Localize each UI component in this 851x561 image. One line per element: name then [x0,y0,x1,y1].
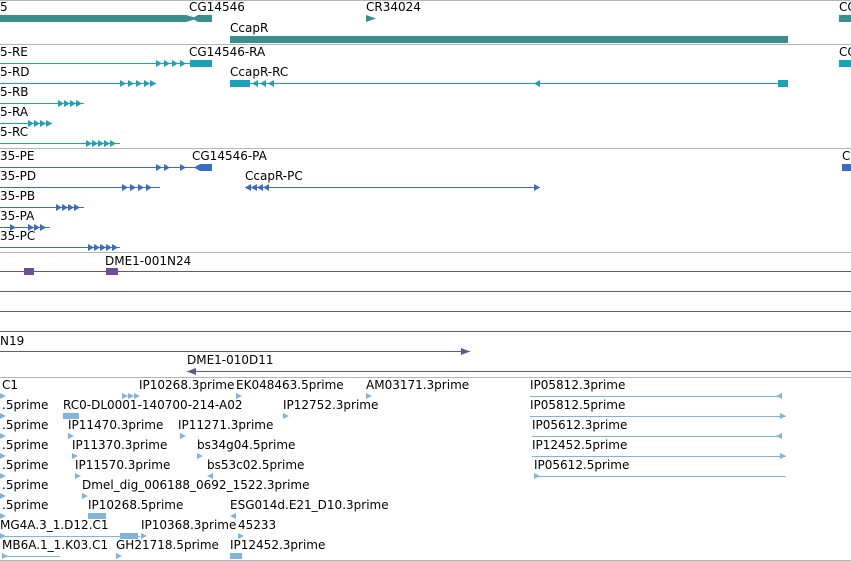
track-divider-proteins [0,252,851,253]
est-feature-label[interactable]: 45233 [238,518,277,532]
est-feature-label[interactable]: .5prime [2,438,49,452]
est-feature-label[interactable]: IP12452.3prime [230,538,326,552]
est-feature-label[interactable]: .5prime [2,498,49,512]
est-feature-label[interactable]: IP05812.5prime [530,398,626,412]
est-feature-label[interactable]: bs34g04.5prime [197,438,296,452]
transcript-glyphs[interactable] [0,60,851,147]
est-feature-label[interactable]: .5prime [2,478,49,492]
bac-feature-label[interactable]: N19 [0,334,25,348]
transcripts-feature-label[interactable]: 5-RB [0,85,29,99]
transcripts-feature-label[interactable]: CC [839,45,851,59]
est-feature-label[interactable]: IP10268.5prime [88,498,184,512]
bac-feature-label[interactable]: DME1-010D11 [187,353,274,367]
est-feature-label[interactable]: RC0-DL0001-140700-214-A02 [63,398,243,412]
est-feature-label[interactable]: AM03171.3prime [366,378,470,392]
proteins-feature-label[interactable]: CcapR-PC [245,169,303,183]
est-feature-label[interactable]: EK048463.5prime [236,378,344,392]
transcripts-feature-label[interactable]: 5-RD [0,65,30,79]
est-feature-label[interactable]: IP10268.3prime [139,378,235,392]
est-feature-label[interactable]: IP05812.3prime [530,378,626,392]
est-glyphs[interactable] [0,393,786,559]
proteins-feature-label[interactable]: C [842,149,851,163]
transcripts-feature-label[interactable]: 5-RC [0,125,29,139]
est-feature-label[interactable]: GH21718.5prime [116,538,219,552]
genes-feature-label[interactable]: 5 [0,0,8,14]
est-feature-label[interactable]: C1 [2,378,19,392]
est-feature-label[interactable]: MB6A.1_1.K03.C1 [2,538,109,552]
est-feature-label[interactable]: IP12752.3prime [283,398,379,412]
track-divider-top [0,0,851,1]
proteins-feature-label[interactable]: 35-PB [0,189,36,203]
genes-feature-label[interactable]: CG14546 [189,0,245,14]
bac-feature-label[interactable]: DME1-001N24 [105,254,192,268]
est-feature-label[interactable]: MG4A.3_1.D12.C1 [0,518,109,532]
genes-feature-label[interactable]: CC [839,0,851,14]
track-divider-transcripts [0,148,851,149]
est-feature-label[interactable]: IP12452.5prime [532,438,628,452]
est-feature-label[interactable]: .5prime [2,458,49,472]
est-feature-label[interactable]: Dmel_dig_006188_0692_1522.3prime [82,478,310,492]
est-feature-label[interactable]: IP10368.3prime [141,518,237,532]
est-feature-label[interactable]: bs53c02.5prime [207,458,305,472]
proteins-feature-label[interactable]: 35-PE [0,149,35,163]
genes-feature-label[interactable]: CcapR [230,21,269,35]
est-feature-label[interactable]: IP05612.3prime [532,418,628,432]
bac-glyphs[interactable] [0,268,851,375]
transcripts-feature-label[interactable]: CG14546-RA [189,45,266,59]
track-divider-bac [0,377,851,378]
est-feature-label[interactable]: IP05612.5prime [534,458,630,472]
est-feature-label[interactable]: IP11470.3prime [68,418,164,432]
transcripts-feature-label[interactable]: 5-RE [0,45,28,59]
genes-feature-label[interactable]: CR34024 [366,0,421,14]
est-feature-label[interactable]: IP11570.3prime [75,458,171,472]
est-feature-label[interactable]: .5prime [2,398,49,412]
track-divider-genes [0,44,851,45]
proteins-feature-label[interactable]: 35-PD [0,169,37,183]
transcripts-feature-label[interactable]: 5-RA [0,105,29,119]
proteins-feature-label[interactable]: CG14546-PA [192,149,267,163]
proteins-feature-label[interactable]: 35-PA [0,209,35,223]
gene-glyphs[interactable] [0,15,851,43]
proteins-feature-label[interactable]: 35-PC [0,229,36,243]
est-feature-label[interactable]: IP11370.3prime [72,438,168,452]
transcripts-feature-label[interactable]: CcapR-RC [230,65,289,79]
est-feature-label[interactable]: .5prime [2,418,49,432]
protein-glyphs[interactable] [0,164,851,251]
est-feature-label[interactable]: IP11271.3prime [178,418,274,432]
est-feature-label[interactable]: ESG014d.E21_D10.3prime [230,498,389,512]
